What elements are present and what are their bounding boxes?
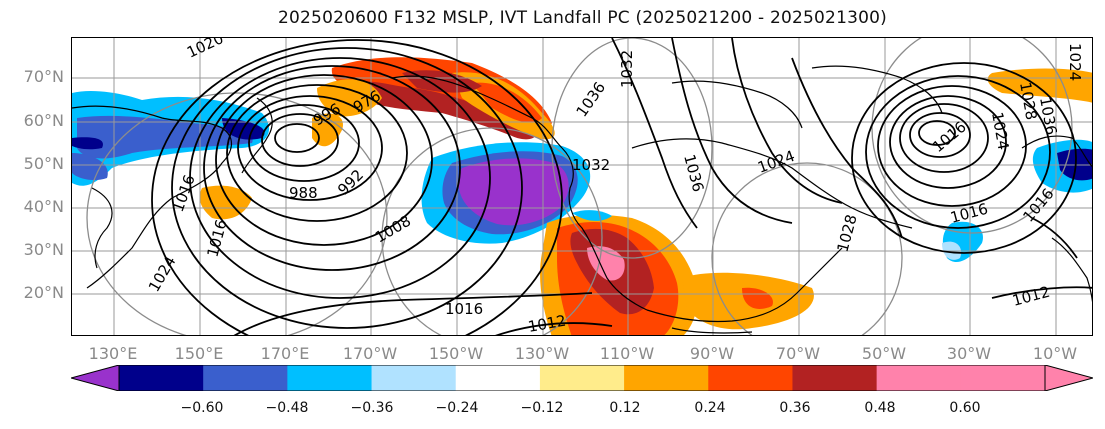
contour-label: 1012 <box>1010 283 1052 310</box>
contour-label: 1036 <box>680 152 707 194</box>
colorbar-cell <box>960 365 1046 391</box>
lat-label-50n: 50°N <box>23 154 64 173</box>
colorbar-tick-label: −0.48 <box>265 400 309 416</box>
colorbar-cell <box>708 365 793 391</box>
map-title: 2025020600 F132 MSLP, IVT Landfall PC (2… <box>278 8 887 28</box>
colorbar-right-arrow <box>1044 365 1093 391</box>
colorbar-tick-label: 0.12 <box>609 400 641 416</box>
colorbar-cell <box>119 365 204 391</box>
colorbar-tick-label: 0.48 <box>864 400 896 416</box>
contour-label: 992 <box>334 166 367 199</box>
contour-label: 1032 <box>572 156 610 174</box>
grey-contours <box>86 38 1073 335</box>
lon-label-170e: 170°E <box>260 344 310 363</box>
colorbar-tick-label: 0.24 <box>694 400 726 416</box>
contour-label: 1016 <box>445 300 483 318</box>
contour-label: 1008 <box>372 212 414 247</box>
colorbar-tick-label: 0.36 <box>779 400 811 416</box>
colorbar-cell <box>876 365 962 391</box>
map-panel: 1020 1024 1016 988 992 1008 1016 1012 10… <box>71 37 1093 336</box>
contour-label: 1020 <box>184 38 226 62</box>
lon-label-90w: 90°W <box>689 344 735 363</box>
contour-label: 1016 <box>203 217 230 259</box>
mslp-contours <box>151 38 1092 335</box>
lon-label-10w: 10°W <box>1032 344 1078 363</box>
contour-label: 1036 <box>573 79 610 121</box>
lon-label-110w: 110°W <box>599 344 655 363</box>
ivt-shading <box>72 57 1092 335</box>
colorbar-tick-label: −0.60 <box>180 400 224 416</box>
lat-label-40n: 40°N <box>23 197 64 216</box>
lon-label-170w: 170°W <box>342 344 398 363</box>
lat-label-70n: 70°N <box>23 67 64 86</box>
colorbar-cell <box>287 365 373 391</box>
colorbar-cell <box>455 365 541 391</box>
contour-label: 988 <box>289 184 318 202</box>
lon-label-50w: 50°W <box>861 344 907 363</box>
contour-label: 1028 <box>833 212 860 254</box>
colorbar-tick-label: 0.60 <box>949 400 981 416</box>
colorbar-cell <box>203 365 288 391</box>
contour-label: 1032 <box>618 50 636 88</box>
contour-label: 1024 <box>988 111 1012 152</box>
contour-label: 1036 <box>1036 96 1060 137</box>
lon-label-70w: 70°W <box>775 344 821 363</box>
map-canvas: 1020 1024 1016 988 992 1008 1016 1012 10… <box>72 38 1092 336</box>
colorbar-cell <box>792 365 878 391</box>
colorbar-cell <box>371 365 457 391</box>
colorbar-tick-label: −0.24 <box>435 400 479 416</box>
lat-label-20n: 20°N <box>23 283 64 302</box>
colorbar-left-arrow <box>71 365 120 391</box>
colorbar-cell <box>539 365 625 391</box>
colorbar <box>71 365 1093 391</box>
contour-label: 1024 <box>1066 43 1084 81</box>
colorbar-tick-label: −0.12 <box>520 400 564 416</box>
lon-label-130e: 130°E <box>88 344 138 363</box>
colorbar-tick-label: −0.36 <box>350 400 394 416</box>
contour-label: 1012 <box>527 312 568 336</box>
lat-label-30n: 30°N <box>23 240 64 259</box>
lon-label-150w: 150°W <box>428 344 484 363</box>
lon-label-30w: 30°W <box>946 344 992 363</box>
contour-label: 1024 <box>755 147 797 177</box>
lon-label-130w: 130°W <box>514 344 570 363</box>
lat-label-60n: 60°N <box>23 111 64 130</box>
colorbar-cell <box>624 365 709 391</box>
lon-label-150e: 150°E <box>174 344 224 363</box>
